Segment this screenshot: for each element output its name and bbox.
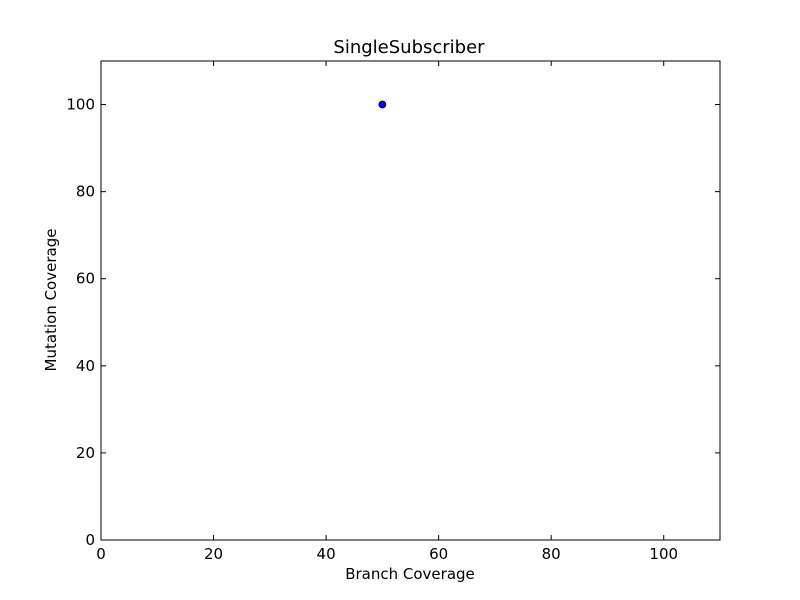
y-axis: 0 20 40 60 80 100 [66, 96, 720, 549]
x-tick-label: 40 [317, 545, 336, 563]
y-tick-label: 0 [85, 531, 95, 549]
x-tick-label: 0 [96, 545, 106, 563]
y-tick-label: 20 [76, 444, 95, 462]
y-axis-label: Mutation Coverage [42, 229, 60, 372]
x-axis-label: Branch Coverage [345, 565, 475, 583]
data-point [378, 100, 387, 109]
y-tick-label: 40 [76, 357, 95, 375]
x-tick-label: 80 [542, 545, 561, 563]
y-tick-label: 80 [76, 183, 95, 201]
data-points [378, 100, 387, 109]
x-tick-label: 20 [204, 545, 223, 563]
chart-title: SingleSubscriber [333, 37, 485, 58]
y-tick-label: 100 [66, 96, 95, 114]
x-tick-label: 60 [429, 545, 448, 563]
plot-area [100, 60, 721, 541]
y-tick-label: 60 [76, 270, 95, 288]
x-axis: 0 20 40 60 80 100 [96, 61, 678, 563]
x-tick-label: 100 [649, 545, 678, 563]
